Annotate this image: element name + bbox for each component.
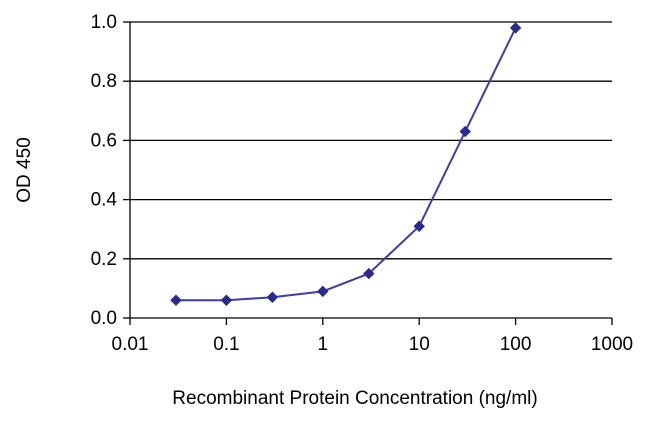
y-tick-label: 0.8 — [91, 71, 117, 92]
y-tick-label: 1.0 — [91, 12, 117, 33]
y-tick-label: 0.2 — [91, 249, 117, 270]
axes-layer — [123, 21, 613, 325]
data-point-marker — [413, 220, 425, 232]
x-tick-label: 0.01 — [112, 334, 149, 355]
gridlines-layer — [130, 21, 612, 319]
data-point-marker — [220, 294, 233, 306]
x-tick-label: 0.1 — [213, 334, 239, 355]
data-point-marker — [363, 267, 375, 280]
data-series-layer — [170, 22, 522, 306]
data-point-marker — [170, 294, 182, 306]
x-tick-label: 1 — [318, 334, 329, 355]
data-point-marker — [509, 22, 522, 34]
x-axis-title: Recombinant Protein Concentration (ng/ml… — [172, 388, 537, 409]
y-tick-label: 0.6 — [91, 130, 117, 151]
y-tick-label: 0.0 — [91, 308, 117, 329]
y-axis-title: OD 450 — [14, 137, 35, 202]
data-point-marker — [459, 125, 471, 138]
x-tick-label: 1000 — [591, 334, 633, 355]
tick-labels-layer: 0.0 0.2 0.4 0.6 0.8 1.0 0.01 0.1 1 10 100 1000 — [91, 12, 634, 355]
y-tick-label: 0.4 — [91, 190, 118, 211]
series-line — [176, 27, 517, 302]
data-point-marker — [266, 291, 279, 303]
x-tick-label: 100 — [500, 334, 532, 355]
data-point-marker — [317, 285, 329, 298]
x-tick-label: 10 — [409, 334, 430, 355]
